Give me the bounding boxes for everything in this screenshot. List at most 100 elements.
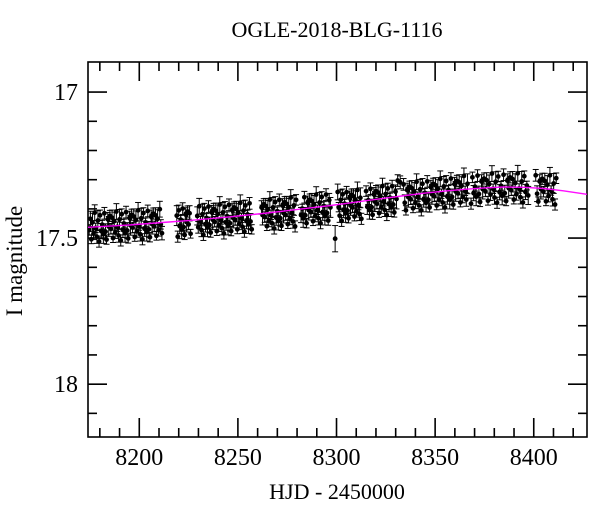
data-point-marker xyxy=(534,191,540,197)
data-point-marker xyxy=(488,192,493,197)
data-point-marker xyxy=(336,204,342,210)
data-point xyxy=(357,187,364,209)
data-point xyxy=(103,234,110,245)
data-point-marker xyxy=(131,214,137,219)
data-point-marker xyxy=(433,182,438,188)
data-point xyxy=(437,170,444,188)
data-point-marker xyxy=(103,229,108,235)
data-point-marker xyxy=(508,187,514,193)
data-point-marker xyxy=(88,216,93,222)
data-point-marker xyxy=(247,200,252,206)
data-point-marker xyxy=(222,204,228,210)
data-point-marker xyxy=(390,202,396,207)
y-axis-label: I magnitude xyxy=(2,206,27,317)
data-point xyxy=(432,177,439,194)
data-point-marker xyxy=(440,200,446,205)
data-point xyxy=(498,180,505,191)
data-point-marker xyxy=(325,218,331,223)
data-point xyxy=(146,232,153,243)
data-point-marker xyxy=(237,200,243,206)
data-point-marker xyxy=(125,236,131,241)
data-point-marker xyxy=(268,212,274,218)
data-point-marker xyxy=(249,226,255,232)
data-point-marker xyxy=(276,197,282,203)
data-point xyxy=(532,168,539,182)
data-point-marker xyxy=(475,173,480,179)
data-point xyxy=(488,165,495,182)
data-point-marker xyxy=(352,214,357,219)
data-point xyxy=(174,230,181,243)
data-point-marker xyxy=(324,210,330,216)
data-point-marker xyxy=(180,206,186,212)
data-point xyxy=(303,218,310,229)
data-point xyxy=(245,214,252,234)
data-point-marker xyxy=(377,193,383,199)
data-point-marker xyxy=(503,198,509,204)
data-point xyxy=(394,174,401,187)
data-point-marker xyxy=(552,202,558,207)
data-point-marker xyxy=(182,232,188,238)
data-point-marker xyxy=(515,170,521,176)
data-point xyxy=(525,185,532,206)
data-point-marker xyxy=(543,198,549,204)
data-point xyxy=(464,173,471,195)
data-point xyxy=(345,213,352,224)
data-point-marker xyxy=(414,179,419,185)
data-point-marker xyxy=(92,210,98,216)
data-point-marker xyxy=(461,173,467,179)
x-tick-label: 8350 xyxy=(411,445,459,471)
data-point-marker xyxy=(355,187,360,193)
data-point-marker xyxy=(187,210,192,216)
data-point-marker xyxy=(201,206,207,212)
data-point-marker xyxy=(302,212,308,218)
data-point-marker xyxy=(118,238,124,243)
data-point-marker xyxy=(147,234,153,240)
data-point-marker xyxy=(346,215,351,221)
data-point-marker xyxy=(494,200,500,206)
data-point-marker xyxy=(448,176,454,181)
data-point-marker xyxy=(411,189,417,195)
data-point-marker xyxy=(116,233,121,238)
data-point-marker xyxy=(380,183,385,189)
data-point xyxy=(402,205,409,216)
data-point xyxy=(158,225,165,241)
data-point-marker xyxy=(450,202,456,207)
data-point xyxy=(187,228,194,239)
data-point-marker xyxy=(437,176,443,182)
model-curve-path xyxy=(88,186,587,228)
data-point-marker xyxy=(402,200,408,206)
data-point xyxy=(246,197,253,210)
data-point-marker xyxy=(239,215,244,221)
data-point-marker xyxy=(290,219,296,224)
data-point-marker xyxy=(96,239,102,245)
data-point-marker xyxy=(288,195,294,200)
data-point xyxy=(468,197,475,210)
data-point-marker xyxy=(541,189,546,195)
data-point-marker xyxy=(363,188,369,194)
data-point-marker xyxy=(375,190,381,195)
data-point-marker xyxy=(240,224,245,230)
plot-frame xyxy=(87,61,588,438)
data-point-marker xyxy=(403,207,409,213)
data-point xyxy=(334,183,341,201)
data-point xyxy=(201,202,208,215)
data-point-marker xyxy=(188,231,193,237)
data-point-marker xyxy=(314,207,320,213)
data-point-marker xyxy=(286,205,292,210)
data-point-marker xyxy=(319,194,325,200)
x-tick-label: 8200 xyxy=(115,445,163,471)
data-point xyxy=(415,198,422,213)
data-point-marker xyxy=(332,236,338,242)
data-point xyxy=(292,220,299,233)
data-point xyxy=(379,177,386,195)
data-point-marker xyxy=(523,189,528,195)
data-point-marker xyxy=(420,181,425,187)
data-point-marker xyxy=(358,216,364,222)
data-point-marker xyxy=(304,220,309,226)
data-point xyxy=(113,203,120,220)
data-point-marker xyxy=(248,219,253,224)
data-point xyxy=(284,219,291,229)
data-point-marker xyxy=(510,176,516,182)
data-point-marker xyxy=(535,199,541,205)
data-point-marker xyxy=(533,172,539,178)
